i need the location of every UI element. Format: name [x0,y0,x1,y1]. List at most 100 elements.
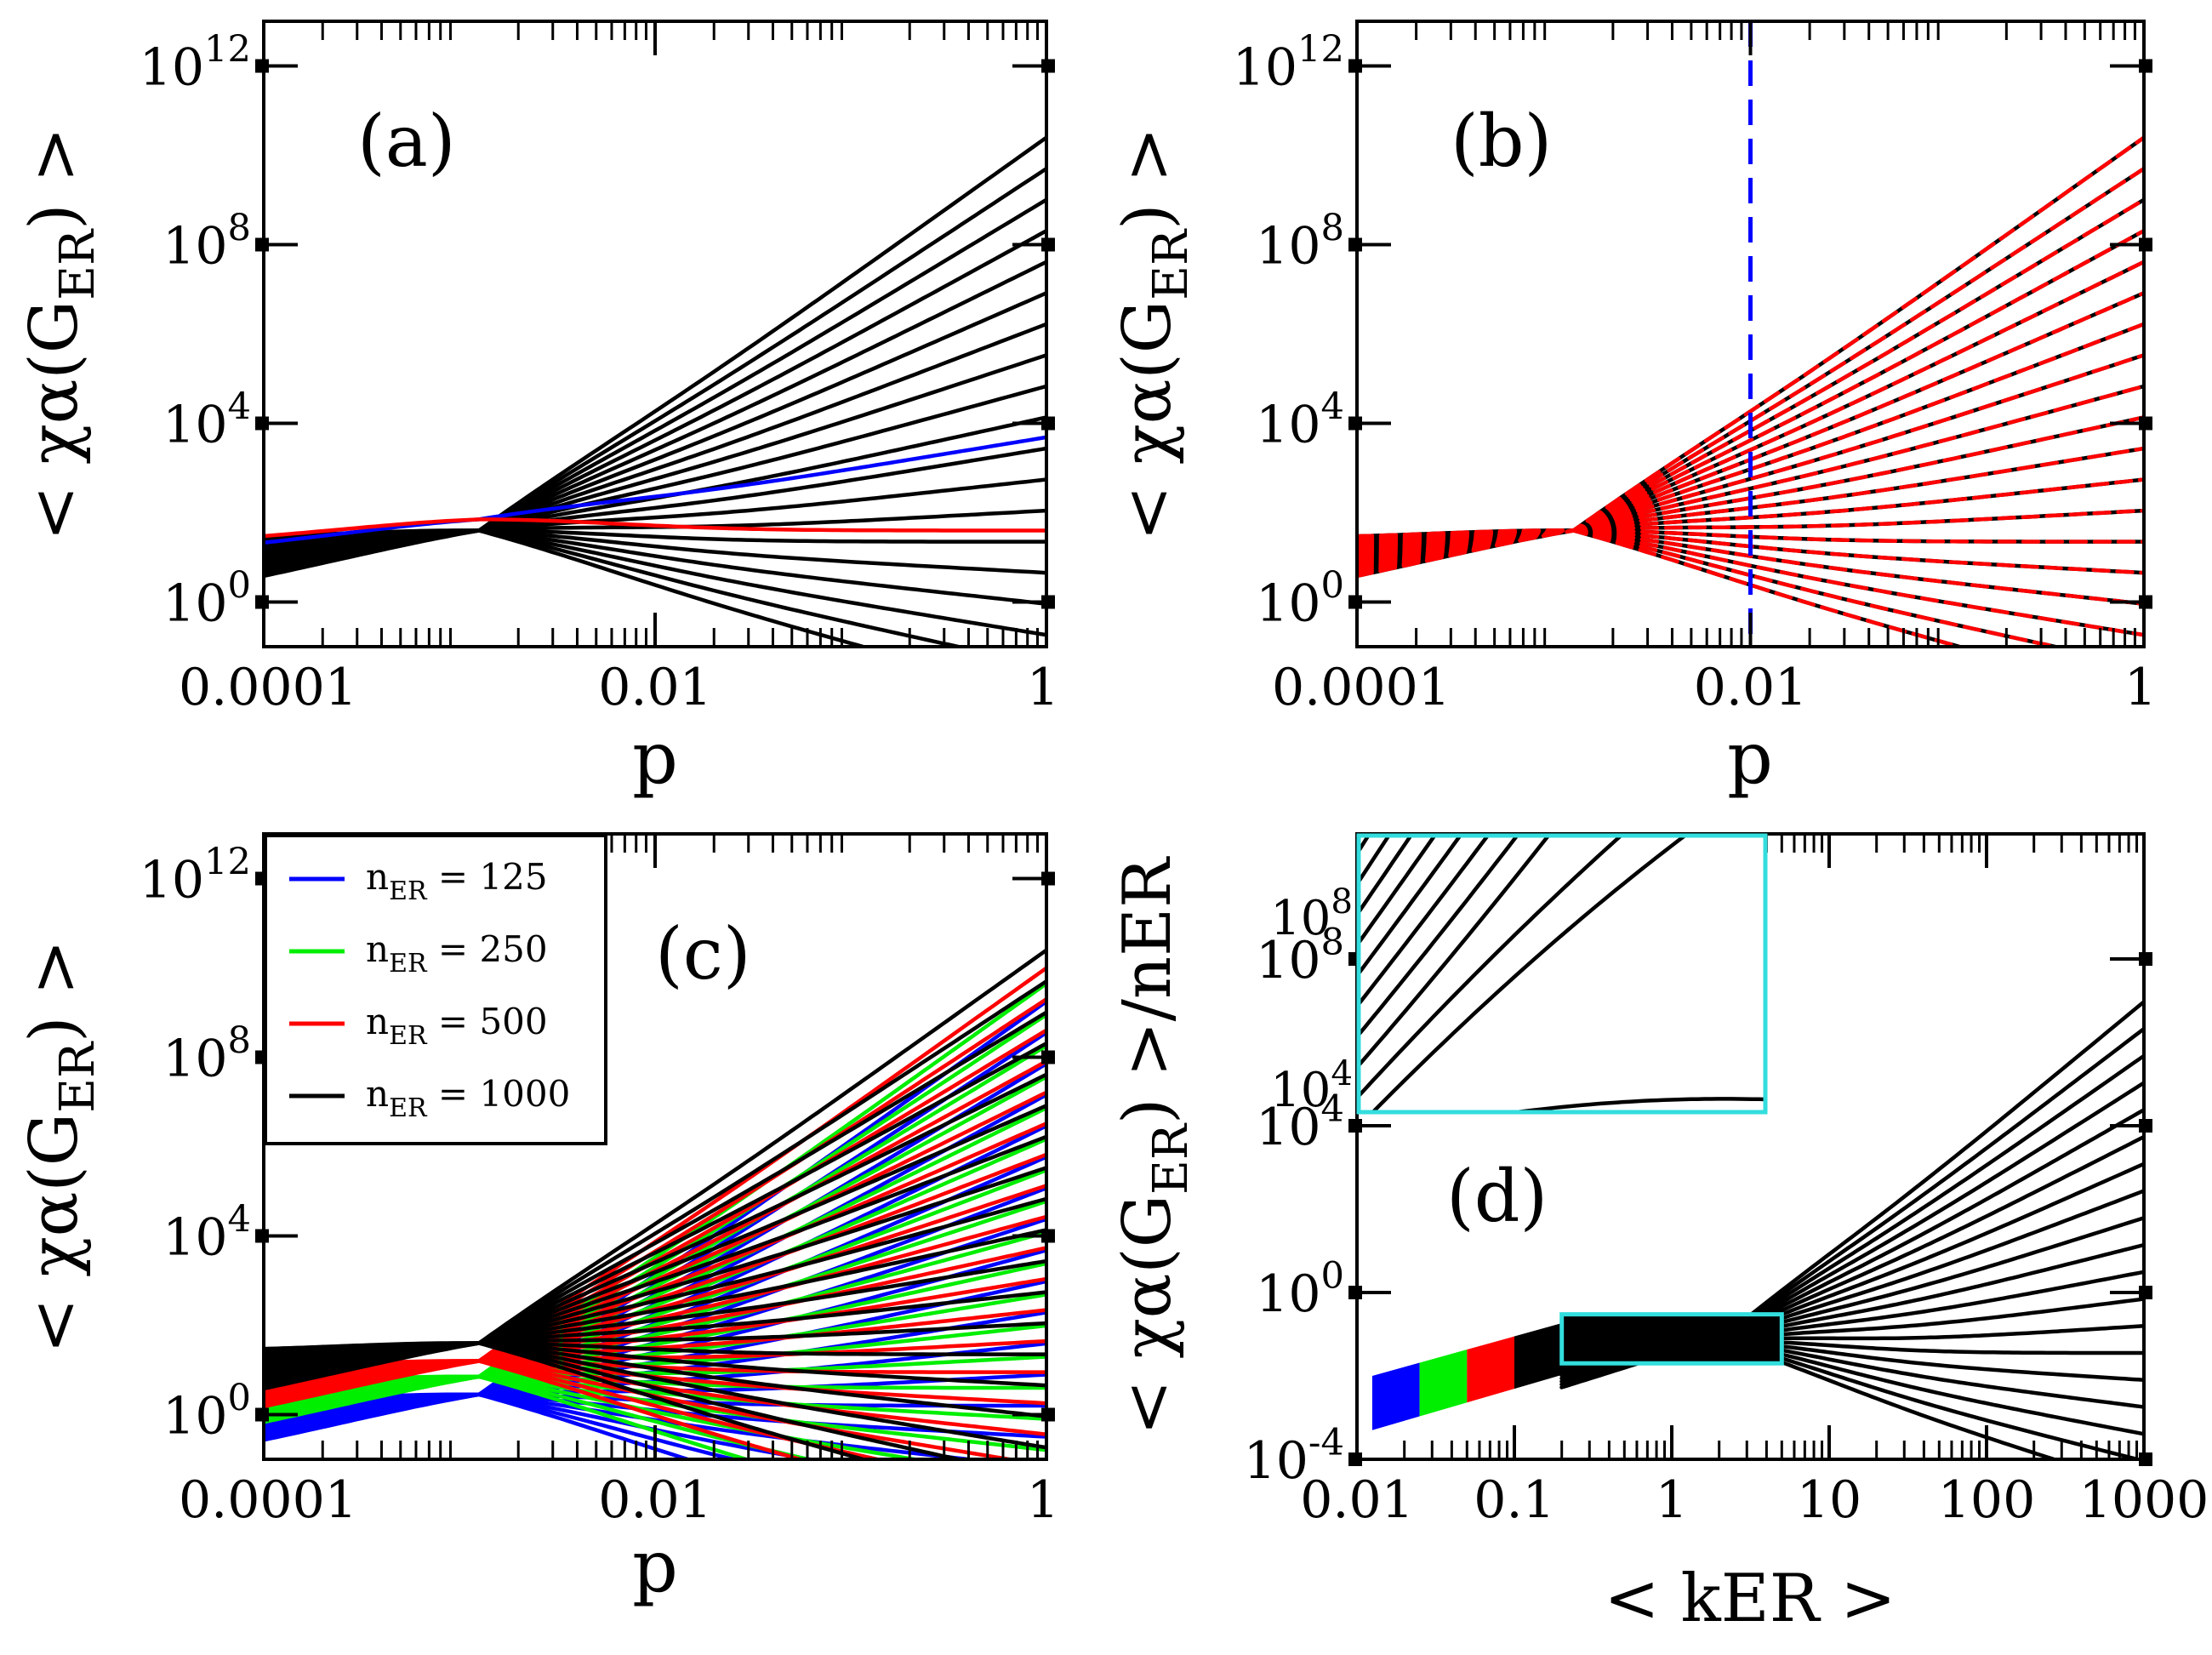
panel-b-curves [1357,21,2144,647]
x-tick-label: 0.01 [598,658,712,717]
y-tick-marker [1348,59,1362,73]
inset-y-tick-label: 108 [1270,882,1353,946]
y-tick-marker [255,59,269,73]
y-tick-marker [2139,1119,2152,1133]
legend-box [264,834,607,1145]
y-tick-marker [1041,416,1055,431]
y-tick-label: 100 [162,1378,251,1447]
legend-entry: nER = 1000 [366,1073,570,1123]
y-tick-marker [255,595,269,609]
y-tick-label: 104 [162,386,251,455]
x-tick-label: 10 [1797,1470,1861,1530]
inset-curve [1359,836,1624,1099]
inset-curves [1359,836,1765,1304]
y-tick-marker [2139,237,2152,252]
y-tick-marker [1041,1407,1055,1422]
curve-black [264,135,1046,579]
zoom-region-fill [1561,1314,1782,1364]
inset-y-tick-label: 104 [1270,1053,1353,1118]
inset-curve [1359,1250,1765,1263]
curve-blue [264,435,1046,545]
inset-curve [1359,1177,1765,1201]
y-tick-label: 100 [1256,1255,1344,1324]
panel-d-inset: 108 104 [1270,833,1768,1304]
y-tick-label: 104 [162,1199,251,1268]
y-tick-label: 108 [1256,208,1344,277]
inset-curve [1359,836,1520,1037]
panel-a-axes: 0.0001 0.01 1 100 104 108 1012 < χα(GER) > [16,20,1059,717]
band-2 [1467,1336,1514,1403]
x-tick-label: 0.0001 [179,658,357,717]
inset-curve [1359,836,1551,1068]
panel-d-xlabel: < kER > [1604,1561,1896,1637]
curve-red-dashed [1357,135,2144,579]
y-tick-marker [2139,595,2152,609]
y-tick-marker [1348,595,1362,609]
y-tick-marker [255,1407,269,1422]
y-tick-label: 108 [162,1020,251,1089]
band-1 [1419,1350,1468,1417]
y-tick-label: 100 [1256,565,1344,634]
y-axis-label: < χα(GER) > [16,939,105,1353]
inset-curve [1359,1213,1765,1232]
y-axis-label: < χα(GER) > [16,127,105,540]
x-tick-label: 1 [1027,1470,1059,1530]
y-tick-label: 1012 [140,29,251,98]
curve-black [264,166,1046,576]
inset-curve [1359,836,1463,976]
panel-d: 0.01 0.1 1 10 100 1000 10-4 100 104 108 < χα(GER) … [1109,832,2209,1637]
y-axis-label: < χα(GER) >/nER [1109,856,1199,1435]
legend-entry: nER = 500 [366,1001,548,1051]
panel-a-xlabel: p [632,716,678,800]
y-axis-label: < χα(GER) > [1109,127,1199,540]
x-tick-label: 1 [1027,658,1059,717]
inset-curve [1359,1139,1765,1171]
y-tick-label: 108 [1256,922,1344,990]
panel-b-label: (b) [1451,100,1552,183]
y-tick-marker [2139,1286,2152,1299]
inset-curve [1502,1097,1765,1112]
panel-a-label: (a) [357,100,456,183]
y-tick-label: 100 [162,565,251,634]
inset-frame [1356,833,1768,1115]
x-tick-label: 100 [1938,1470,2036,1530]
x-tick-label: 0.01 [598,1470,712,1530]
x-tick-label: 0.0001 [1272,658,1451,717]
zoom-box [1559,1312,1784,1366]
inset-background [1359,836,1765,1112]
y-tick-marker [1348,1452,1362,1466]
inset-curve [1359,836,1437,945]
y-tick-marker [1041,59,1055,73]
panel-c-axes: 0.0001 0.01 1 100 104 108 1012 < χα(GER) > [16,832,1059,1530]
y-tick-marker [1348,237,1362,252]
panel-c-label: (c) [655,912,751,996]
y-tick-marker [1041,1050,1055,1064]
x-tick-label: 0.0001 [179,1470,357,1530]
x-tick-label: 1 [2124,658,2157,717]
x-tick-label: 1 [1656,1470,1688,1530]
panel-d-label: (d) [1446,1155,1548,1238]
band-0 [1371,1362,1420,1430]
y-tick-marker [1348,416,1362,431]
y-tick-marker [1041,1229,1055,1243]
inset-curve [1359,1285,1765,1304]
y-tick-marker [1041,237,1055,252]
curve-n1000 [264,948,1046,1391]
legend-entry: nER = 125 [366,856,548,906]
y-tick-marker [2139,59,2152,73]
x-tick-label: 0.01 [1694,658,1808,717]
y-tick-marker [255,237,269,252]
y-tick-marker [2139,952,2152,966]
y-tick-label: 10-4 [1244,1422,1344,1491]
y-tick-label: 1012 [140,842,251,910]
curve-n250 [264,981,1046,1424]
panel-d-curves [1371,1000,2144,1459]
y-tick-label: 104 [1256,1088,1344,1157]
y-tick-marker [2139,1452,2152,1466]
panel-a-curves [264,135,1046,647]
band-3 [1514,1323,1562,1390]
panel-b-axes: 0.0001 0.01 1 100 104 108 1012 < χα(GER) > [1109,20,2157,717]
